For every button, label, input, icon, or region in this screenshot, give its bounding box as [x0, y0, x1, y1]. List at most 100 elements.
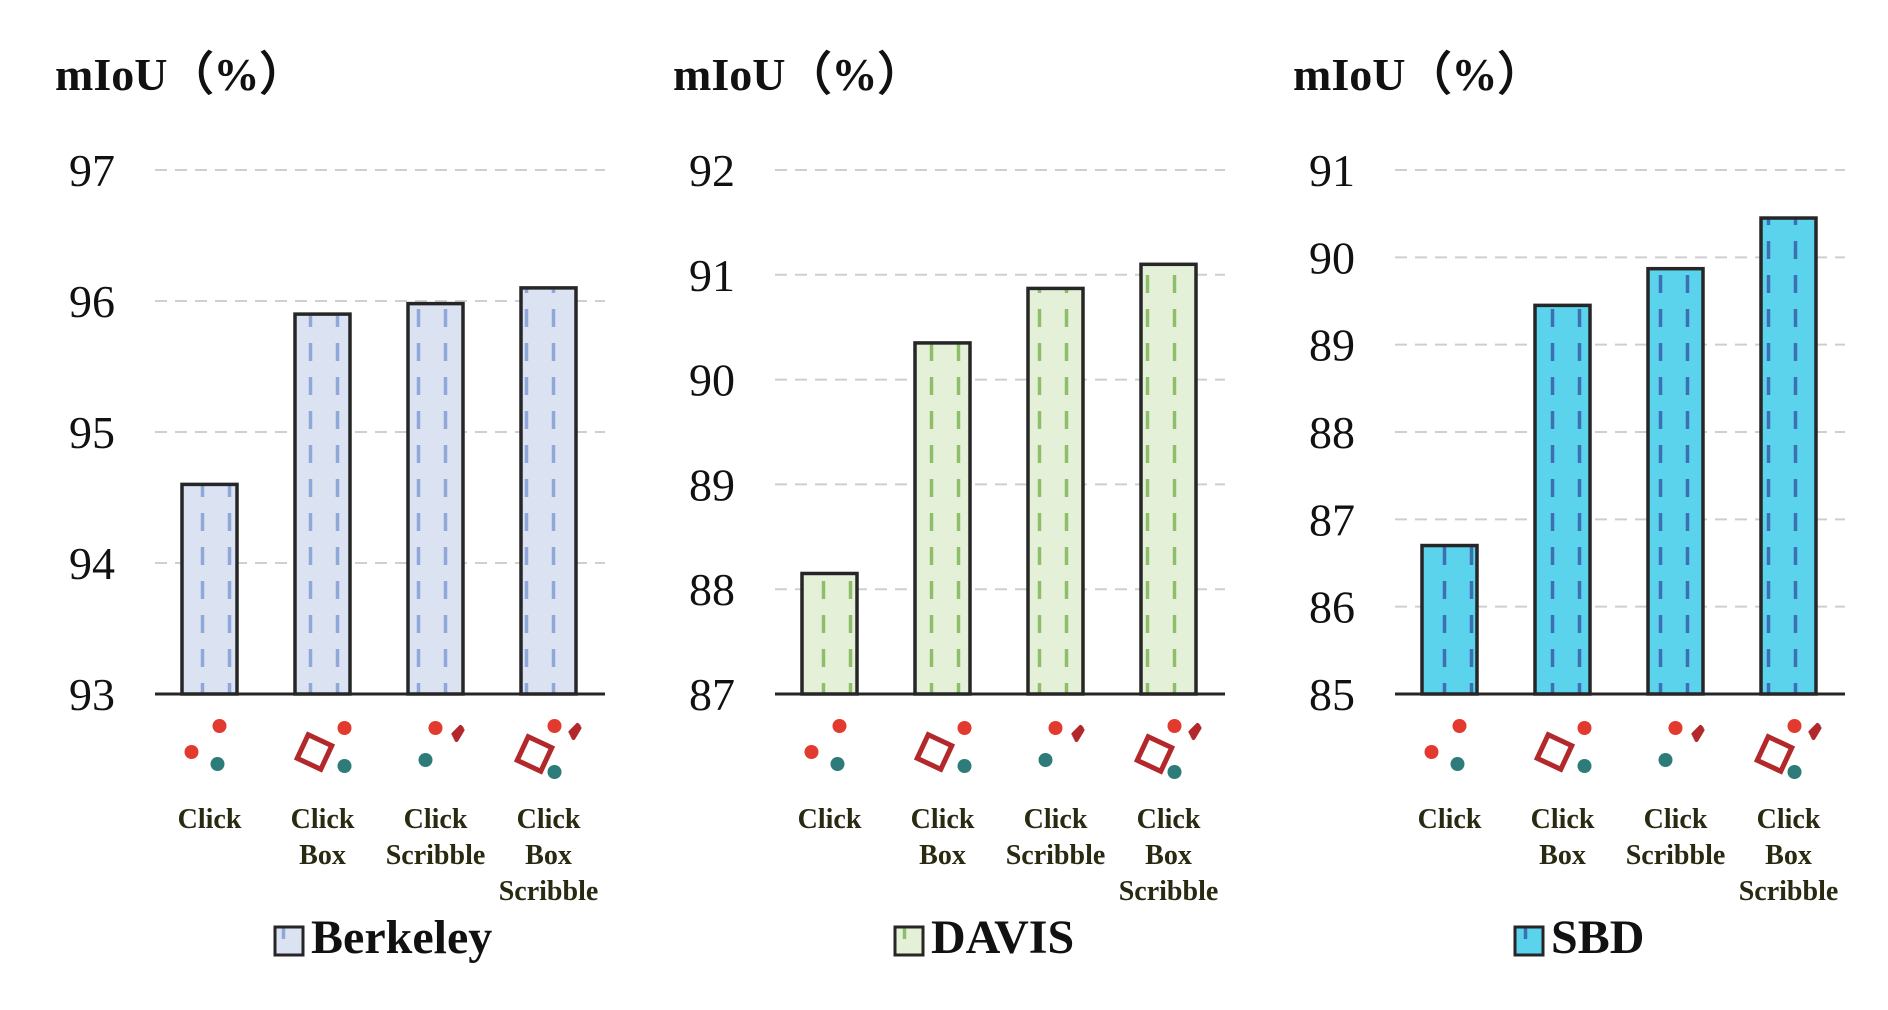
red-click-dot [1668, 721, 1683, 735]
y-axis-label: mIoU（%） [673, 49, 923, 100]
scribble-stroke [1691, 725, 1705, 742]
click-icon [804, 719, 847, 771]
teal-click-dot [1038, 753, 1053, 767]
x-tick-label: Click [178, 804, 242, 835]
click-box-scribble-icon [1753, 719, 1822, 779]
box-shape [1133, 733, 1176, 775]
chart-panel-sbd: mIoU（%） 85 86 87 88 89 90 91 Click Click Box Click S… [1293, 49, 1845, 964]
click-box-icon [913, 721, 972, 773]
y-tick-label: 86 [1309, 582, 1355, 633]
teal-click-dot [547, 765, 562, 779]
legend-label: SBD [1551, 911, 1644, 964]
bar [1533, 303, 1592, 696]
x-tick-label: Scribble [1739, 876, 1839, 907]
y-tick-label: 87 [1309, 494, 1355, 545]
click-box-icon [293, 721, 352, 773]
red-click-dot [547, 719, 562, 733]
red-click-dot [1577, 721, 1592, 735]
box-shape [293, 731, 336, 773]
y-tick-label: 88 [689, 564, 735, 615]
red-click-dot [957, 721, 972, 735]
x-tick-label: Scribble [1626, 840, 1726, 871]
legend: Berkeley [273, 911, 492, 964]
x-tick-label: Box [919, 840, 966, 871]
bar [180, 482, 239, 696]
y-tick-label: 93 [69, 669, 115, 720]
click-scribble-icon [1038, 721, 1085, 767]
bar [1759, 216, 1818, 696]
scribble-stroke [451, 725, 465, 742]
x-tick-label: Box [525, 840, 572, 871]
legend-label: DAVIS [931, 911, 1074, 964]
bar [1139, 262, 1198, 696]
y-axis-label: mIoU（%） [55, 49, 305, 100]
click-scribble-icon [1658, 721, 1705, 767]
red-click-dot [1452, 719, 1467, 733]
box-shape [1533, 731, 1576, 773]
x-tick-label: Click [291, 804, 355, 835]
legend: DAVIS [893, 911, 1074, 964]
x-tick-label: Box [1765, 840, 1812, 871]
box-shape [513, 733, 556, 775]
y-tick-label: 90 [1309, 232, 1355, 283]
y-tick-label: 89 [689, 459, 735, 510]
scribble-stroke [1808, 723, 1822, 740]
y-tick-label: 91 [689, 250, 735, 301]
x-tick-label: Click [1137, 804, 1201, 835]
bar [519, 286, 578, 696]
bar [1646, 266, 1705, 696]
click-icon [184, 719, 227, 771]
scribble-stroke [568, 723, 582, 740]
y-axis-label: mIoU（%） [1293, 49, 1543, 100]
x-tick-label: Scribble [1119, 876, 1219, 907]
bar [293, 312, 352, 696]
box-shape [913, 731, 956, 773]
scribble-stroke [1071, 725, 1085, 742]
teal-click-dot [1167, 765, 1182, 779]
y-tick-label: 97 [69, 145, 115, 196]
y-tick-label: 95 [69, 407, 115, 458]
y-tick-label: 92 [689, 145, 735, 196]
x-tick-label: Scribble [386, 840, 486, 871]
x-tick-label: Scribble [1006, 840, 1106, 871]
bar [406, 301, 465, 696]
x-tick-label: Box [1145, 840, 1192, 871]
teal-click-dot [1658, 753, 1673, 767]
click-scribble-icon [418, 721, 465, 767]
x-tick-label: Click [404, 804, 468, 835]
x-tick-label: Click [798, 804, 862, 835]
red-click-dot [832, 719, 847, 733]
x-tick-label: Click [911, 804, 975, 835]
click-box-scribble-icon [1133, 719, 1202, 779]
y-tick-label: 94 [69, 538, 115, 589]
y-tick-label: 87 [689, 669, 735, 720]
teal-click-dot [1577, 759, 1592, 773]
bar [1026, 286, 1085, 696]
x-tick-label: Click [1757, 804, 1821, 835]
red-click-dot [1048, 721, 1063, 735]
red-click-dot [1787, 719, 1802, 733]
teal-click-dot [210, 757, 225, 771]
red-click-dot [804, 745, 819, 759]
legend-swatch [893, 925, 925, 957]
bar [913, 341, 972, 696]
legend-swatch [273, 925, 305, 957]
red-click-dot [1167, 719, 1182, 733]
teal-click-dot [1787, 765, 1802, 779]
red-click-dot [1424, 745, 1439, 759]
box-shape [1753, 733, 1796, 775]
bar [800, 571, 859, 696]
y-tick-label: 85 [1309, 669, 1355, 720]
chart-panel-berkeley: mIoU（%） 93 94 95 96 97 Click Click Box Click Scrib… [55, 49, 605, 964]
x-tick-label: Click [1644, 804, 1708, 835]
teal-click-dot [418, 753, 433, 767]
x-tick-label: Click [517, 804, 581, 835]
x-tick-label: Click [1418, 804, 1482, 835]
y-tick-label: 96 [69, 276, 115, 327]
red-click-dot [337, 721, 352, 735]
y-tick-label: 88 [1309, 407, 1355, 458]
x-tick-label: Box [299, 840, 346, 871]
y-tick-label: 89 [1309, 320, 1355, 371]
